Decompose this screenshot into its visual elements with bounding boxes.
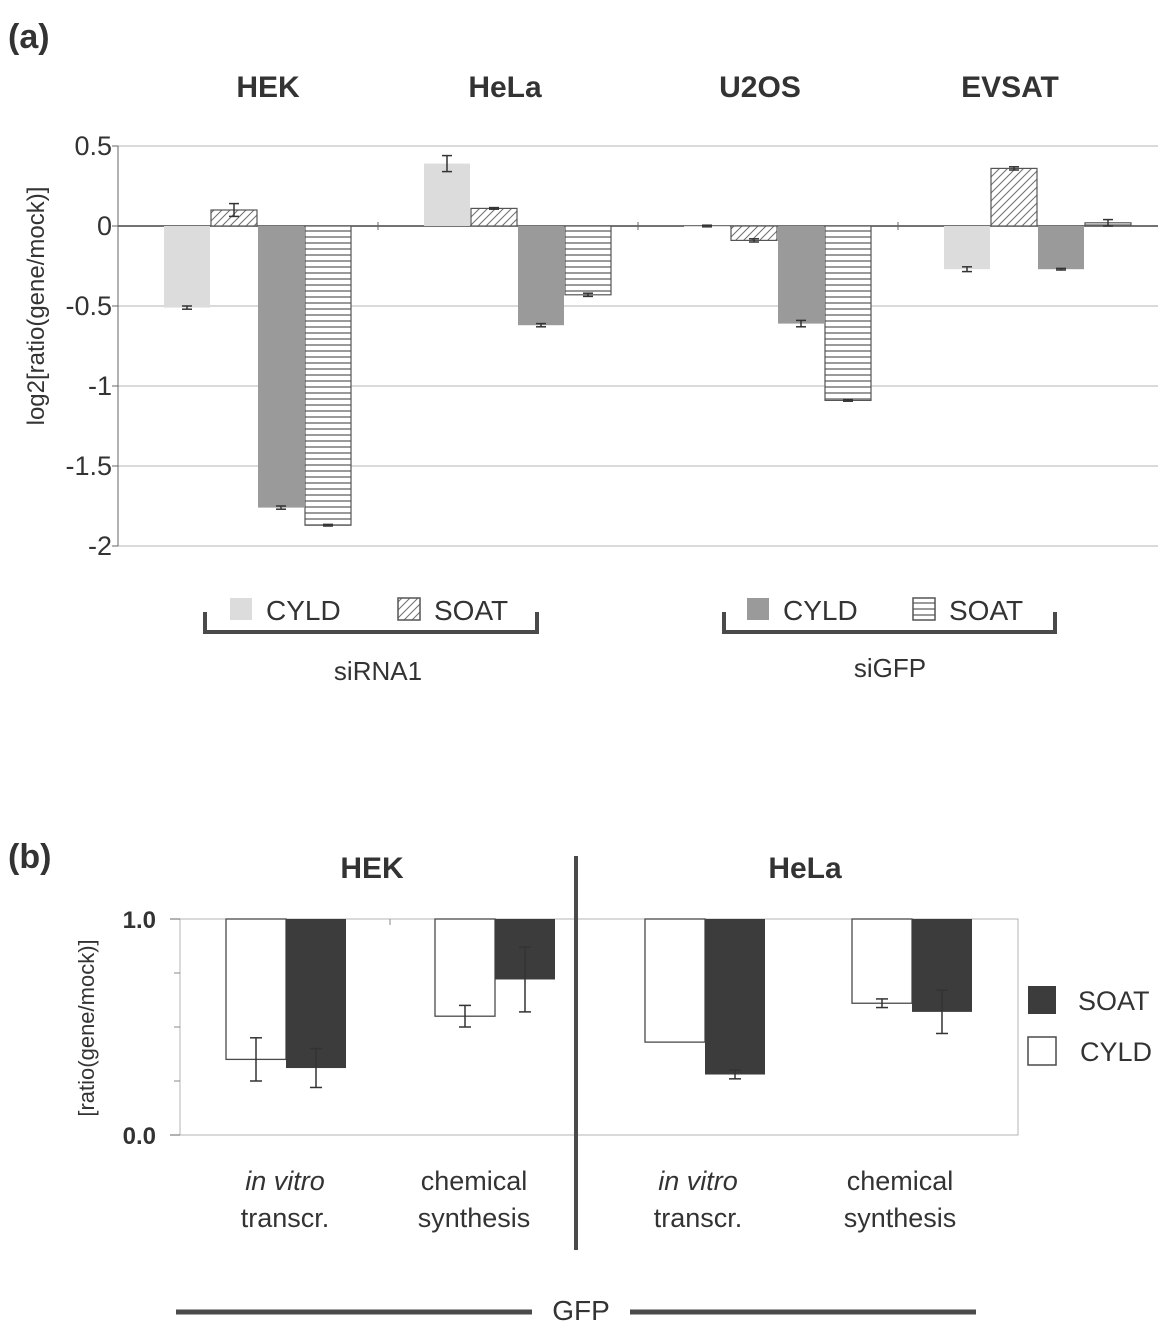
legend-swatch-cyld-sirna1 (230, 598, 252, 620)
legend-swatch-cyld-sigfp (747, 598, 769, 620)
panel-b-category-labels: in vitro transcr. chemical synthesis in … (241, 1166, 957, 1233)
panel-b: (b) HEK HeLa [ratio(gene/mock)] 1.0 0.0 i… (8, 838, 1152, 1326)
legend-swatch-cyld-b (1027, 1036, 1057, 1066)
error-bar-b-in-vitro-0-soat (310, 1047, 322, 1089)
error-bar-hek-soat-sirna1 (229, 202, 239, 218)
category-label-hela-ivt: in vitro (658, 1166, 738, 1196)
error-bar-b-chemical-3-cyld (876, 998, 888, 1009)
y-tick-label-0-5: 0.5 (74, 131, 112, 161)
error-bar-b-in-vitro-2-soat (729, 1069, 741, 1080)
error-bar-hek-soat-sigfp (323, 523, 333, 527)
category-label-hek-chem: chemical (421, 1166, 528, 1196)
error-bar-evsat-soat-sirna1 (1009, 166, 1019, 171)
legend-group-sirna1: CYLD SOAT siRNA1 (203, 595, 539, 686)
error-bar-u2os-cyld-sigfp (796, 319, 806, 328)
error-bar-hela-soat-sirna1 (489, 206, 499, 210)
bar-hek-cyld-sigfp (258, 226, 304, 508)
error-bar-evsat-cyld-sigfp (1056, 267, 1066, 271)
bar-hela-cyld-sirna1 (424, 163, 470, 226)
legend-group-label-sigfp: siGFP (854, 653, 926, 683)
panel-b-label: (b) (8, 838, 51, 876)
error-bar-b-in-vitro-0-cyld (250, 1037, 262, 1082)
bar-b-in-vitro-2-soat (705, 919, 765, 1075)
category-label-hek-chem-2: synthesis (418, 1203, 531, 1233)
panel-b-title-hela: HeLa (768, 852, 842, 885)
y-tick-label--1-5: -1.5 (65, 451, 112, 481)
legend-label-soat-b: SOAT (1078, 986, 1150, 1016)
bar-hela-soat-sigfp (564, 225, 612, 296)
error-bar-b-chemical-3-soat (936, 989, 948, 1035)
panel-b-bars (225, 918, 972, 1089)
category-label-hela-chem-2: synthesis (844, 1203, 957, 1233)
bar-u2os-soat-sigfp (824, 225, 872, 401)
error-bar-hela-cyld-sigfp (536, 322, 546, 328)
bar-b-chemical-3-cyld (851, 918, 913, 1004)
legend-swatch-soat-sigfp (912, 597, 936, 621)
error-bar-evsat-soat-sigfp (1103, 218, 1113, 227)
panel-b-y-axis-label: [ratio(gene/mock)] (74, 939, 99, 1116)
legend-label-cyld-b: CYLD (1080, 1037, 1152, 1067)
panel-b-bottom-bracket: GFP (176, 1295, 976, 1326)
gfp-label: GFP (552, 1295, 610, 1326)
error-bar-hela-soat-sigfp (583, 292, 593, 298)
legend-bracket-sigfp (722, 612, 1057, 634)
bar-u2os-cyld-sigfp (778, 226, 824, 324)
panel-a-label: (a) (8, 18, 50, 56)
category-label-hek-ivt: in vitro (245, 1166, 325, 1196)
legend-label-cyld-sigfp: CYLD (783, 595, 858, 626)
y-tick-label--2: -2 (88, 531, 112, 561)
bar-hek-soat-sigfp (304, 225, 352, 526)
error-bar-hek-cyld-sigfp (276, 505, 286, 510)
legend-label-soat-sirna1: SOAT (434, 595, 508, 626)
panel-b-title-hek: HEK (340, 852, 404, 885)
error-bar-evsat-cyld-sirna1 (962, 266, 972, 273)
legend-swatch-soat-sirna1 (397, 597, 421, 621)
panel-a: (a) HEK HeLa U2OS EVSAT log2[ratio(gene/… (8, 18, 1158, 686)
error-bar-u2os-soat-sirna1 (749, 238, 759, 243)
bar-evsat-soat-sirna1 (990, 167, 1038, 227)
error-bar-u2os-soat-sigfp (843, 398, 853, 402)
panel-a-legend: CYLD SOAT siRNA1 CYLD SOAT siGFP (203, 595, 1057, 686)
bar-evsat-cyld-sigfp (1038, 226, 1084, 270)
panel-b-y-tick-label-0-0: 0.0 (123, 1123, 156, 1150)
y-tick-label-0: 0 (97, 211, 112, 241)
category-title-evsat: EVSAT (961, 71, 1059, 104)
legend-group-sigfp: CYLD SOAT siGFP (722, 595, 1057, 683)
bar-hela-cyld-sigfp (518, 226, 564, 326)
bar-b-in-vitro-0-soat (286, 919, 346, 1069)
error-bar-hela-cyld-sirna1 (442, 154, 452, 173)
category-label-hela-ivt-2: transcr. (654, 1203, 743, 1233)
bar-evsat-cyld-sirna1 (944, 226, 990, 270)
panel-b-legend: SOAT CYLD (1027, 986, 1152, 1067)
panel-a-category-titles: HEK HeLa U2OS EVSAT (236, 71, 1059, 104)
bar-hek-cyld-sirna1 (164, 226, 210, 308)
y-tick-label--0-5: -0.5 (65, 291, 112, 321)
category-title-hek: HEK (236, 71, 300, 104)
category-label-hela-chem: chemical (847, 1166, 954, 1196)
legend-label-cyld-sirna1: CYLD (266, 595, 341, 626)
bar-b-chemical-1-cyld (434, 918, 496, 1017)
category-label-hek-ivt-2: transcr. (241, 1203, 330, 1233)
panel-b-y-tick-label-1-0: 1.0 (123, 907, 156, 934)
panel-a-y-axis-label: log2[ratio(gene/mock)] (23, 187, 50, 426)
legend-group-label-sirna1: siRNA1 (334, 656, 422, 686)
bar-b-in-vitro-2-cyld (644, 918, 706, 1043)
legend-label-soat-sigfp: SOAT (949, 595, 1023, 626)
panel-b-y-ticks: 1.0 0.0 (123, 907, 180, 1150)
error-bar-u2os-cyld-sirna1 (702, 224, 712, 228)
error-bar-b-chemical-1-soat (519, 946, 531, 1013)
error-bar-hek-cyld-sirna1 (182, 305, 192, 310)
legend-swatch-soat-b (1028, 986, 1056, 1014)
legend-bracket-sirna1 (203, 612, 539, 634)
category-title-u2os: U2OS (719, 71, 801, 104)
category-title-hela: HeLa (468, 71, 542, 104)
y-tick-label--1: -1 (88, 371, 112, 401)
error-bar-b-chemical-1-cyld (459, 1004, 471, 1028)
panel-a-bars (117, 154, 1132, 527)
bar-hela-soat-sirna1 (470, 207, 518, 227)
